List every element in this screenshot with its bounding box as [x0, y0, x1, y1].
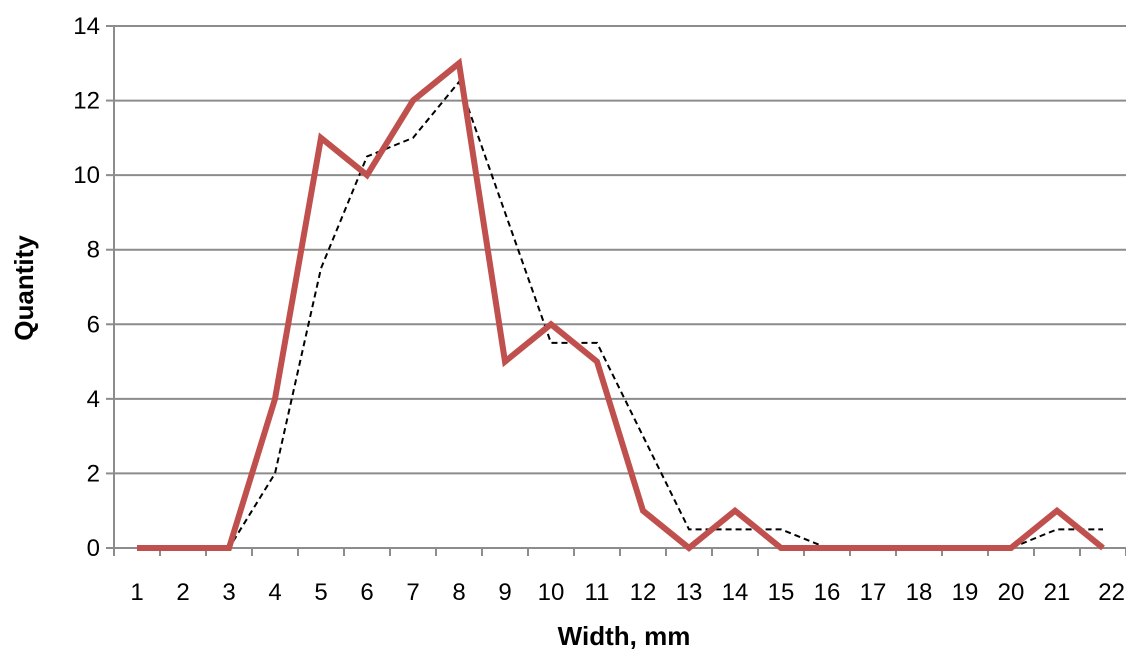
x-tick-label: 2	[176, 579, 189, 606]
x-tick-label: 4	[268, 579, 281, 606]
x-tick-label: 1	[130, 579, 143, 606]
x-tick-label: 16	[814, 579, 841, 606]
series-group	[136, 57, 1105, 552]
x-tick-label: 20	[998, 579, 1025, 606]
y-tick-label: 0	[87, 535, 100, 562]
x-tick-label: 14	[722, 579, 749, 606]
x-tick-label: 21	[1044, 579, 1071, 606]
y-tick-label: 4	[87, 386, 100, 413]
gridlines	[114, 25, 1126, 475]
x-tick-label: 15	[768, 579, 795, 606]
x-axis-title: Width, mm	[558, 621, 691, 651]
x-tick-label: 9	[498, 579, 511, 606]
axes	[106, 25, 1126, 556]
x-tick-label: 3	[222, 579, 235, 606]
x-tick-label: 6	[360, 579, 373, 606]
x-tick-label: 5	[314, 579, 327, 606]
x-tick-label: 22	[1098, 579, 1125, 606]
y-tick-label: 6	[87, 311, 100, 338]
x-tick-label: 17	[860, 579, 887, 606]
y-axis-title: Quantity	[9, 235, 39, 341]
y-tick-label: 12	[73, 88, 100, 115]
x-tick-label: 19	[952, 579, 979, 606]
x-tick-label: 10	[538, 579, 565, 606]
y-tick-label: 14	[73, 13, 100, 40]
y-tick-label: 2	[87, 460, 100, 487]
x-tick-label: 13	[676, 579, 703, 606]
y-tick-label: 8	[87, 237, 100, 264]
x-tick-label: 12	[630, 579, 657, 606]
x-tick-label: 7	[406, 579, 419, 606]
x-tick-label: 11	[585, 579, 610, 606]
series-line-dashed	[137, 79, 1103, 549]
x-tick-label: 8	[452, 579, 465, 606]
y-tick-label: 10	[73, 162, 100, 189]
series-line-solid	[137, 57, 1105, 552]
x-tick-label: 18	[906, 579, 933, 606]
